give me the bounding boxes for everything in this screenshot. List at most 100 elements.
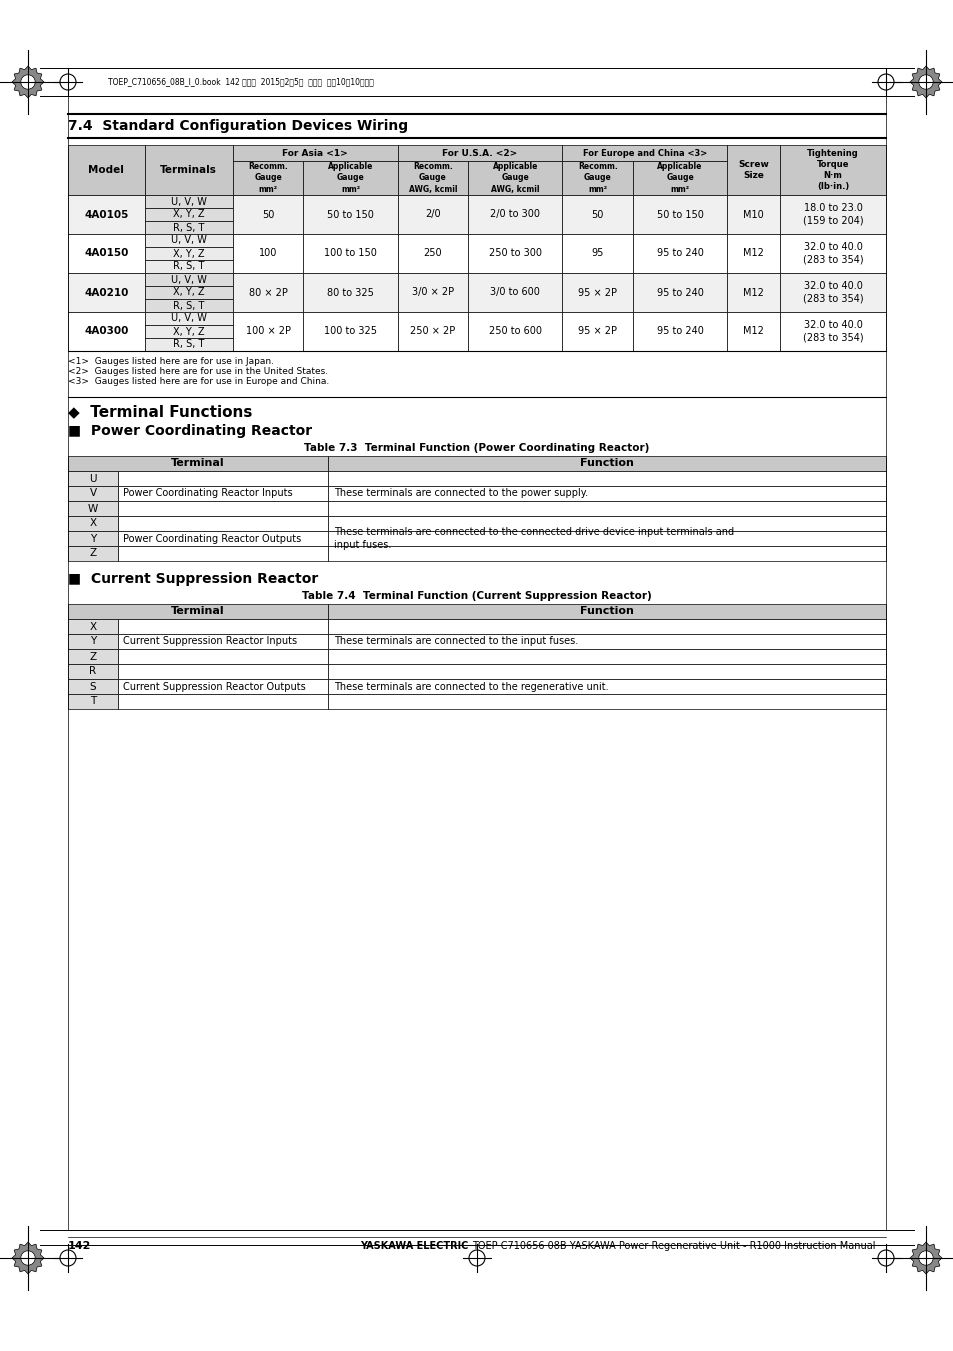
Bar (68, 634, 118, 648)
Text: 95: 95 (591, 249, 603, 258)
Text: U: U (90, 473, 96, 484)
Text: 50: 50 (262, 209, 274, 219)
Text: 100 to 325: 100 to 325 (324, 327, 376, 336)
Text: For Asia <1>: For Asia <1> (282, 149, 348, 158)
Bar (468, 312, 561, 351)
Text: R, S, T: R, S, T (172, 262, 204, 272)
Bar (328, 680, 885, 694)
Bar (328, 486, 885, 501)
Text: 100: 100 (258, 249, 277, 258)
Text: Z: Z (90, 651, 96, 662)
Text: V: V (90, 489, 96, 499)
Bar (632, 234, 726, 273)
Text: S: S (90, 681, 96, 692)
Text: For Europe and China <3>: For Europe and China <3> (582, 149, 706, 158)
Polygon shape (12, 1242, 44, 1274)
Bar (118, 516, 328, 531)
Bar (328, 546, 885, 561)
Text: 250: 250 (423, 249, 441, 258)
Bar (397, 234, 468, 273)
Bar (118, 648, 328, 663)
Bar (118, 694, 328, 709)
Bar (397, 273, 468, 312)
Bar (144, 299, 233, 312)
Bar (144, 338, 233, 351)
Bar (68, 312, 144, 351)
Text: 95 to 240: 95 to 240 (656, 249, 702, 258)
Bar (118, 619, 328, 634)
Text: 32.0 to 40.0
(283 to 354): 32.0 to 40.0 (283 to 354) (801, 320, 862, 343)
Bar (632, 273, 726, 312)
Bar (726, 195, 780, 234)
Text: Z: Z (90, 549, 96, 558)
Bar (561, 145, 726, 161)
Bar (328, 531, 885, 546)
Bar (328, 501, 885, 516)
Text: YASKAWA ELECTRIC: YASKAWA ELECTRIC (360, 1242, 472, 1251)
Circle shape (918, 74, 932, 89)
Text: These terminals are connected to the connected drive device input terminals and
: These terminals are connected to the con… (334, 527, 734, 550)
Bar (118, 501, 328, 516)
Text: 50: 50 (591, 209, 603, 219)
Bar (303, 234, 397, 273)
Bar (561, 312, 632, 351)
Text: R, S, T: R, S, T (172, 339, 204, 350)
Text: 95 to 240: 95 to 240 (656, 327, 702, 336)
Text: ■  Power Coordinating Reactor: ■ Power Coordinating Reactor (68, 424, 312, 438)
Bar (397, 312, 468, 351)
Bar (233, 145, 397, 161)
Bar (233, 312, 303, 351)
Bar (632, 195, 726, 234)
Bar (68, 663, 118, 680)
Text: U, V, W: U, V, W (171, 235, 207, 246)
Bar (328, 634, 885, 648)
Bar (68, 195, 144, 234)
Text: M12: M12 (742, 249, 763, 258)
Text: Table 7.3  Terminal Function (Power Coordinating Reactor): Table 7.3 Terminal Function (Power Coord… (304, 443, 649, 453)
Bar (561, 234, 632, 273)
Bar (561, 273, 632, 312)
Text: 3/0 × 2P: 3/0 × 2P (412, 288, 454, 297)
Bar (328, 648, 885, 663)
Text: Applicable
Gauge
AWG, kcmil: Applicable Gauge AWG, kcmil (491, 162, 539, 193)
Text: 32.0 to 40.0
(283 to 354): 32.0 to 40.0 (283 to 354) (801, 242, 862, 265)
Bar (468, 161, 561, 195)
Text: <2>  Gauges listed here are for use in the United States.: <2> Gauges listed here are for use in th… (68, 367, 328, 376)
Text: 4A0105: 4A0105 (84, 209, 129, 219)
Text: Power Coordinating Reactor Outputs: Power Coordinating Reactor Outputs (123, 534, 301, 543)
Text: R, S, T: R, S, T (172, 223, 204, 232)
Text: X: X (90, 519, 96, 528)
Text: 50 to 150: 50 to 150 (327, 209, 374, 219)
Text: 4A0150: 4A0150 (84, 249, 129, 258)
Text: ■  Current Suppression Reactor: ■ Current Suppression Reactor (68, 571, 318, 586)
Bar (726, 145, 780, 195)
Text: 80 × 2P: 80 × 2P (249, 288, 287, 297)
Bar (303, 312, 397, 351)
Text: Model: Model (89, 165, 124, 176)
Bar (303, 195, 397, 234)
Bar (328, 471, 885, 486)
Text: Function: Function (579, 458, 634, 469)
Bar (68, 273, 144, 312)
Bar (118, 531, 328, 546)
Bar (68, 145, 144, 195)
Bar (68, 619, 118, 634)
Bar (561, 195, 632, 234)
Bar (68, 457, 328, 471)
Bar (68, 471, 118, 486)
Text: U, V, W: U, V, W (171, 274, 207, 285)
Text: U, V, W: U, V, W (171, 313, 207, 323)
Text: 95 to 240: 95 to 240 (656, 288, 702, 297)
Text: 100 × 2P: 100 × 2P (245, 327, 291, 336)
Text: 2/0: 2/0 (425, 209, 440, 219)
Text: Applicable
Gauge
mm²: Applicable Gauge mm² (328, 162, 373, 193)
Text: Applicable
Gauge
mm²: Applicable Gauge mm² (657, 162, 702, 193)
Bar (303, 161, 397, 195)
Bar (780, 195, 885, 234)
Text: Recomm.
Gauge
mm²: Recomm. Gauge mm² (578, 162, 617, 193)
Bar (144, 195, 233, 208)
Text: These terminals are connected to the power supply.: These terminals are connected to the pow… (334, 489, 587, 499)
Bar (328, 604, 885, 619)
Text: X, Y, Z: X, Y, Z (172, 249, 204, 258)
Bar (118, 471, 328, 486)
